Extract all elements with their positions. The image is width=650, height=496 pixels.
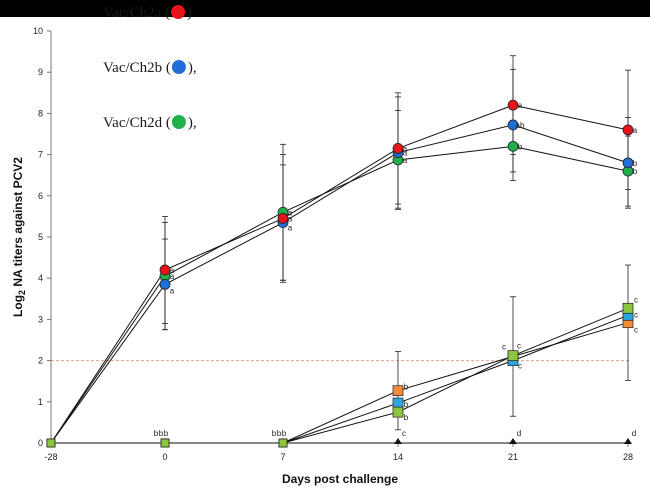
y-axis-title: Log2 NA titers against PCV2 xyxy=(11,157,27,317)
significance-label: a xyxy=(403,149,408,158)
series-line xyxy=(51,314,629,444)
legend-suffix: ) xyxy=(187,5,192,21)
data-point xyxy=(160,438,170,448)
significance-label: c xyxy=(634,326,638,335)
y-tick-label: 3 xyxy=(38,314,43,324)
significance-label: d xyxy=(632,429,636,438)
data-point xyxy=(507,99,519,111)
data-point xyxy=(159,264,171,276)
data-point xyxy=(46,438,56,448)
x-tick-label: 21 xyxy=(508,452,518,462)
data-point xyxy=(622,302,634,314)
y-axis-title-main: Log xyxy=(11,295,25,317)
significance-label: c xyxy=(518,362,522,371)
legend-label: Vac/Ch2b ( xyxy=(103,60,171,76)
legend-label: Vac/Ch2d ( xyxy=(103,115,171,131)
significance-label: b xyxy=(518,142,523,151)
significance-label: c xyxy=(517,342,521,351)
data-point xyxy=(392,143,404,154)
significance-label: b xyxy=(282,429,287,438)
significance-label: b xyxy=(404,383,409,392)
x-tick-label: 28 xyxy=(623,452,633,462)
y-tick-label: 0 xyxy=(38,438,43,448)
y-tick-label: 4 xyxy=(38,273,43,283)
x-tick-label: 0 xyxy=(162,452,167,462)
significance-label: d xyxy=(517,429,521,438)
data-point xyxy=(507,119,519,131)
significance-label: a xyxy=(403,156,408,165)
y-tick-label: 5 xyxy=(38,232,43,242)
y-tick-label: 2 xyxy=(38,356,43,366)
significance-label: b xyxy=(154,429,159,438)
significance-label: c xyxy=(634,295,638,304)
y-tick-label: 6 xyxy=(38,191,43,201)
significance-label: a xyxy=(403,144,408,153)
legend-label: Vac/Ch2a ( xyxy=(103,5,170,21)
significance-label: a xyxy=(170,286,175,295)
significance-label: a xyxy=(288,224,293,233)
data-point xyxy=(392,406,404,418)
legend-swatch xyxy=(171,60,186,74)
legend: Vac/Ch2a ()Vac/Ch2b (),Vac/Ch2d (), xyxy=(103,5,197,131)
significance-label: ab xyxy=(516,121,525,130)
x-tick-label: 14 xyxy=(393,452,403,462)
significance-label: b xyxy=(404,400,409,409)
data-point xyxy=(278,438,288,448)
legend-item: Vac/Ch2d (), xyxy=(103,115,197,131)
data-point xyxy=(509,438,517,444)
significance-label: a xyxy=(170,266,175,275)
x-tick-label: -28 xyxy=(44,452,57,462)
series-line xyxy=(51,307,629,444)
x-axis-title: Days post challenge xyxy=(282,472,398,486)
y-axis-title-subscript: 2 xyxy=(17,290,27,295)
significance-label: c xyxy=(502,342,506,351)
y-axis-title-rest: NA titers against PCV2 xyxy=(11,157,25,290)
legend-suffix: ), xyxy=(188,115,197,131)
x-tick-label: 7 xyxy=(280,452,285,462)
significance-label: b xyxy=(404,413,409,422)
data-point xyxy=(624,438,632,444)
series-line xyxy=(50,124,629,444)
data-point xyxy=(392,385,404,397)
legend-swatch xyxy=(171,115,186,129)
significance-label: b xyxy=(633,167,638,176)
significance-label: c xyxy=(402,429,406,438)
y-tick-label: 10 xyxy=(33,26,43,36)
significance-label: b xyxy=(277,429,282,438)
series-line xyxy=(51,322,629,444)
significance-label: b xyxy=(159,429,164,438)
data-point xyxy=(622,124,634,136)
significance-label: a xyxy=(170,272,175,281)
significance-label: b xyxy=(633,159,638,168)
y-tick-label: 7 xyxy=(38,150,43,160)
data-point xyxy=(507,350,519,362)
significance-label: a xyxy=(633,126,638,135)
y-tick-label: 9 xyxy=(38,67,43,77)
significance-label: c xyxy=(634,310,638,319)
y-tick-label: 8 xyxy=(38,108,43,118)
legend-item: Vac/Ch2a () xyxy=(103,5,192,21)
data-point xyxy=(392,397,404,409)
significance-label: a xyxy=(518,101,523,110)
legend-suffix: ), xyxy=(188,60,197,76)
top-dark-bar xyxy=(0,0,650,17)
y-tick-label: 1 xyxy=(38,397,43,407)
legend-item: Vac/Ch2b (), xyxy=(103,60,197,76)
series-line xyxy=(50,104,629,444)
data-point xyxy=(394,438,402,444)
significance-label: a xyxy=(288,208,293,217)
significance-label: a xyxy=(288,214,293,223)
significance-label: b xyxy=(272,429,277,438)
legend-swatch xyxy=(171,5,186,19)
data-point xyxy=(159,278,171,290)
data-point xyxy=(622,157,634,169)
significance-label: b xyxy=(164,429,169,438)
data-point xyxy=(277,213,289,224)
series-line xyxy=(50,145,629,444)
data-point xyxy=(507,140,519,152)
